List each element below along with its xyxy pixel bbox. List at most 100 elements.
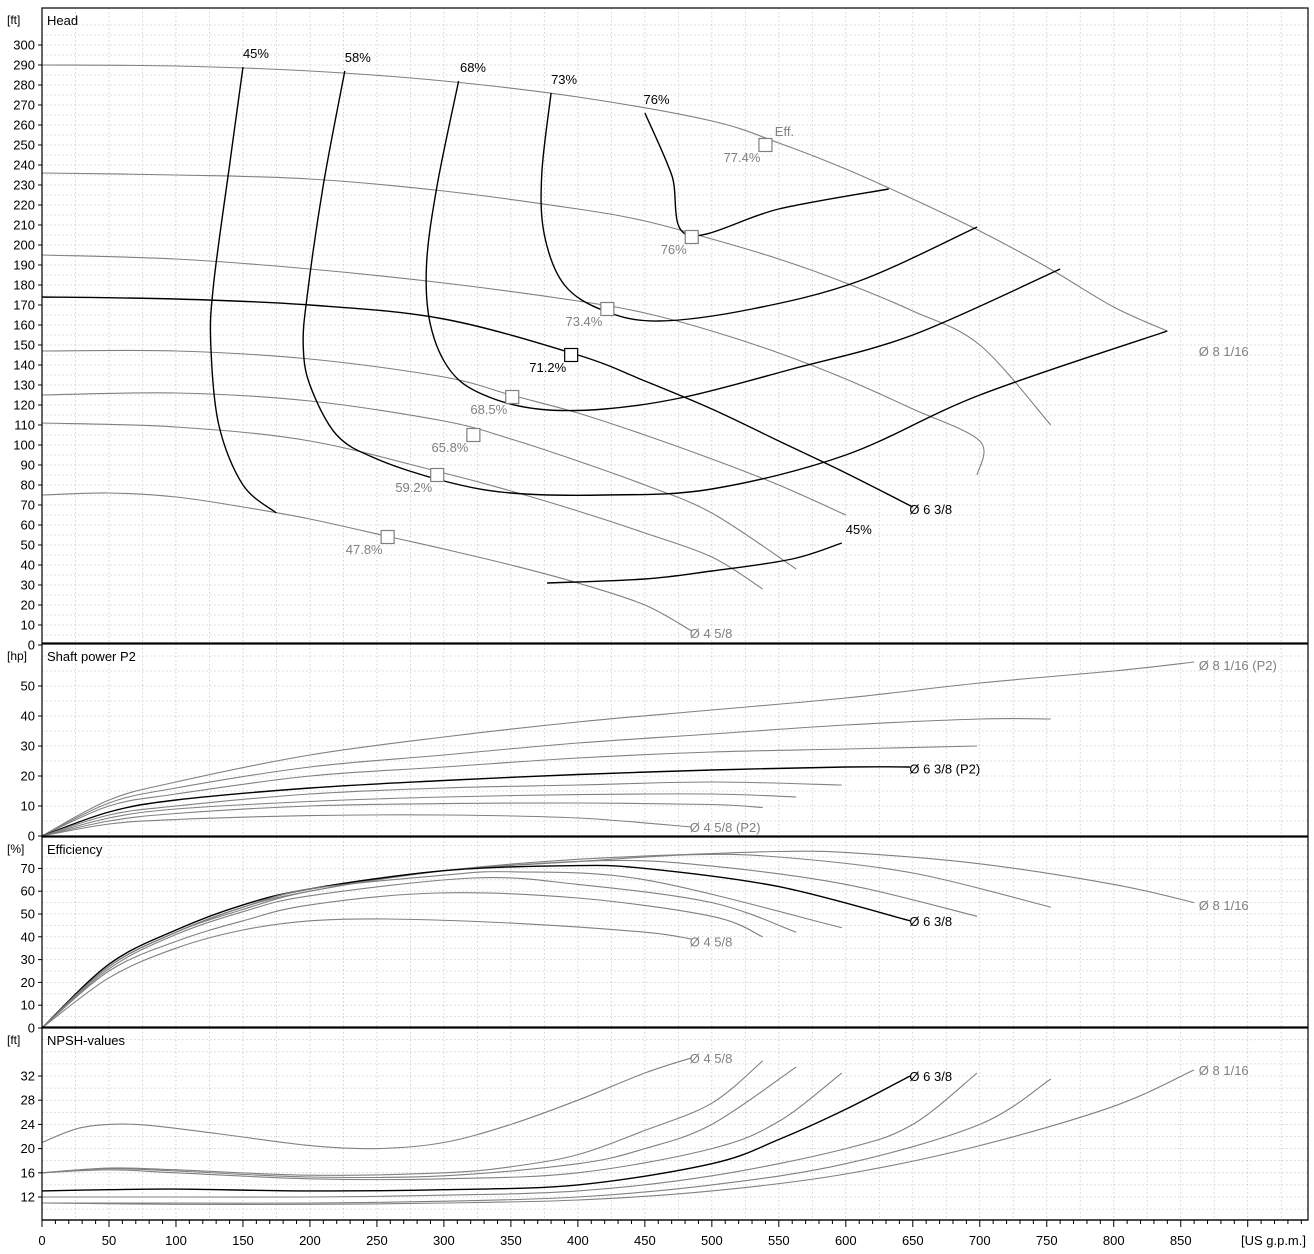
- head-ytick-70: 70: [21, 498, 35, 513]
- head-curve-6: [41, 422, 763, 590]
- efficiency-curve-label-2: Ø 4 5/8: [690, 934, 733, 949]
- head-ytick-170: 170: [13, 298, 35, 313]
- x-tick-650: 650: [902, 1233, 924, 1248]
- head-panel-frame: [41, 7, 1309, 644]
- head-ytick-50: 50: [21, 538, 35, 553]
- head-curve-label-0: Ø 8 1/16: [1199, 344, 1249, 359]
- efficiency-curve-7: [41, 918, 692, 1029]
- npsh-curve-label-0: Ø 4 5/8: [690, 1051, 733, 1066]
- head-bep-label-0: 77.4%: [724, 150, 761, 165]
- head-ytick-90: 90: [21, 458, 35, 473]
- head-bep-marker-5: [466, 427, 481, 443]
- efficiency-unit-label: [%]: [7, 842, 24, 856]
- x-tick-800: 800: [1103, 1233, 1125, 1248]
- head-ytick-140: 140: [13, 358, 35, 373]
- npsh-ytick-24: 24: [21, 1117, 35, 1132]
- efficiency-curve-label-1: Ø 6 3/8: [909, 914, 952, 929]
- power-curve-label-1: Ø 6 3/8 (P2): [909, 762, 980, 777]
- head-ytick-0: 0: [28, 638, 35, 653]
- head-ytick-100: 100: [13, 438, 35, 453]
- efficiency-curve-label-0: Ø 8 1/16: [1199, 898, 1249, 913]
- npsh-panel-title: NPSH-values: [47, 1033, 126, 1048]
- x-tick-600: 600: [835, 1233, 857, 1248]
- npsh-curve-4: [41, 1075, 911, 1192]
- power-ytick-0: 0: [28, 829, 35, 844]
- power-curve-3: [41, 766, 911, 837]
- efficiency-ytick-50: 50: [21, 907, 35, 922]
- head-ytick-10: 10: [21, 618, 35, 633]
- head-ytick-260: 260: [13, 118, 35, 133]
- head-curve-0: [41, 64, 1168, 332]
- efficiency-panel-title: Efficiency: [47, 842, 103, 857]
- efficiency-ytick-70: 70: [21, 861, 35, 876]
- head-curve-13: [547, 542, 843, 584]
- npsh-curve-3: [41, 1072, 843, 1181]
- efficiency-ytick-20: 20: [21, 975, 35, 990]
- head-bep-label-1: 76%: [661, 242, 687, 257]
- head-curve-9: [302, 70, 1168, 497]
- power-unit-label: [hp]: [7, 649, 27, 663]
- head-ytick-200: 200: [13, 238, 35, 253]
- head-bep-marker-1: [684, 229, 699, 245]
- npsh-curve-label-2: Ø 8 1/16: [1199, 1063, 1249, 1078]
- head-curve-8: [209, 66, 277, 514]
- x-tick-50: 50: [102, 1233, 116, 1248]
- head-ytick-40: 40: [21, 558, 35, 573]
- efficiency-panel-frame: [41, 836, 1309, 1028]
- head-ytick-20: 20: [21, 598, 35, 613]
- power-curve-4: [41, 781, 842, 837]
- npsh-ytick-12: 12: [21, 1190, 35, 1205]
- head-bep-marker-4: [505, 389, 520, 405]
- head-ytick-190: 190: [13, 258, 35, 273]
- head-ytick-160: 160: [13, 318, 35, 333]
- x-tick-300: 300: [433, 1233, 455, 1248]
- x-axis-unit: [US g.p.m.]: [1241, 1233, 1306, 1248]
- head-curve-5: [41, 392, 797, 570]
- power-ytick-40: 40: [21, 709, 35, 724]
- head-curve-label-6: 73%: [551, 72, 577, 87]
- efficiency-curve-3: [41, 864, 911, 1029]
- npsh-curve-label-1: Ø 6 3/8: [909, 1069, 952, 1084]
- npsh-unit-label: [ft]: [7, 1033, 20, 1047]
- x-tick-250: 250: [366, 1233, 388, 1248]
- head-ytick-240: 240: [13, 158, 35, 173]
- head-panel-title: Head: [47, 13, 78, 28]
- head-curve-1: [41, 172, 1052, 426]
- head-ytick-110: 110: [14, 418, 35, 433]
- power-panel-frame: [41, 643, 1309, 837]
- npsh-curve-6: [42, 1078, 1052, 1204]
- power-curve-0: [41, 661, 1195, 837]
- npsh-curve-5: [42, 1072, 978, 1198]
- efficiency-curve-6: [41, 892, 763, 1029]
- head-bep-label-7: 47.8%: [346, 542, 383, 557]
- power-ytick-20: 20: [21, 769, 35, 784]
- x-tick-700: 700: [969, 1233, 991, 1248]
- npsh-curve-1: [41, 1060, 764, 1176]
- power-curve-label-0: Ø 8 1/16 (P2): [1199, 658, 1277, 673]
- head-bep-marker-3: [564, 347, 579, 363]
- x-tick-100: 100: [165, 1233, 187, 1248]
- head-curve-11: [540, 92, 978, 322]
- head-ytick-270: 270: [13, 98, 35, 113]
- head-ytick-120: 120: [13, 398, 35, 413]
- head-curve-12: [644, 112, 889, 237]
- efficiency-curve-5: [41, 876, 797, 1029]
- power-ytick-30: 30: [21, 739, 35, 754]
- x-tick-0: 0: [38, 1233, 45, 1248]
- head-ytick-150: 150: [13, 338, 35, 353]
- head-curve-label-4: 58%: [345, 50, 371, 65]
- efficiency-curve-0: [41, 850, 1195, 1029]
- power-ytick-10: 10: [21, 799, 35, 814]
- head-ytick-250: 250: [13, 138, 35, 153]
- head-curve-label-9: Eff.: [775, 124, 794, 139]
- npsh-curve-0: [41, 1057, 692, 1150]
- head-ytick-290: 290: [13, 58, 35, 73]
- x-tick-350: 350: [500, 1233, 522, 1248]
- npsh-curve-7: [41, 1069, 1195, 1205]
- x-tick-150: 150: [232, 1233, 254, 1248]
- head-bep-label-6: 59.2%: [395, 480, 432, 495]
- head-ytick-30: 30: [21, 578, 35, 593]
- head-curve-7: [41, 492, 692, 632]
